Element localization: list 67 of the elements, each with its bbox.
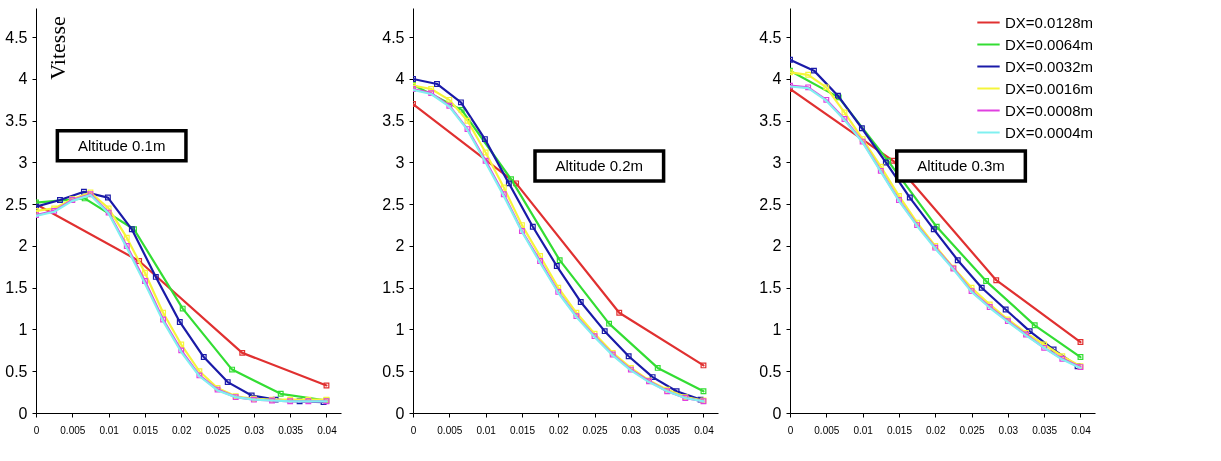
y-tick-label: 2 — [395, 237, 405, 255]
x-tick-label: 0.005 — [60, 424, 86, 436]
x-tick-label: 0.02 — [549, 424, 569, 436]
x-tick-label: 0.03 — [244, 424, 265, 436]
y-tick-label: 3 — [395, 153, 405, 171]
annotation: Altitude 0.2m — [555, 156, 644, 174]
legend-label: DX=0.0032m — [1005, 57, 1093, 75]
x-tick-label: 0.03 — [998, 424, 1019, 436]
x-tick-label: 0.025 — [205, 424, 231, 436]
x-tick-label: 0.01 — [99, 424, 120, 436]
y-tick-label: 4 — [18, 70, 28, 88]
y-tick-label: 1 — [18, 320, 28, 338]
legend-label: DX=0.0128m — [1005, 13, 1093, 31]
x-tick-label: 0.005 — [814, 424, 840, 436]
x-tick-label: 0.01 — [853, 424, 874, 436]
y-tick-label: 0.5 — [759, 362, 782, 380]
y-tick-label: 0.5 — [5, 362, 28, 380]
y-tick-label: 2 — [18, 237, 28, 255]
x-tick-label: 0.03 — [621, 424, 642, 436]
y-tick-label: 2.5 — [5, 195, 28, 213]
y-tick-label: 0 — [772, 404, 782, 422]
x-tick-label: 0 — [33, 424, 40, 436]
x-tick-label: 0.02 — [172, 424, 192, 436]
x-tick-label: 0.035 — [1032, 424, 1058, 436]
y-axis-title: Vitesse — [45, 16, 70, 80]
y-tick-label: 0 — [18, 404, 28, 422]
y-tick-label: 1.5 — [5, 279, 28, 297]
x-tick-label: 0.01 — [476, 424, 497, 436]
y-tick-label: 2 — [772, 237, 782, 255]
annotation: Altitude 0.3m — [917, 156, 1005, 174]
y-tick-label: 2.5 — [759, 195, 782, 213]
y-tick-label: 3 — [772, 153, 782, 171]
y-tick-label: 0.5 — [382, 362, 405, 380]
x-tick-label: 0.04 — [1071, 424, 1092, 436]
x-tick-label: 0.015 — [886, 424, 913, 436]
x-tick-label: 0.005 — [437, 424, 463, 436]
x-tick-label: 0.025 — [582, 424, 608, 436]
y-tick-label: 0 — [395, 404, 405, 422]
x-tick-label: 0.015 — [132, 424, 159, 436]
x-tick-label: 0.04 — [694, 424, 715, 436]
y-tick-label: 1 — [395, 320, 405, 338]
x-tick-label: 0.035 — [278, 424, 304, 436]
y-tick-label: 1 — [772, 320, 782, 338]
y-tick-label: 3.5 — [382, 112, 405, 130]
y-tick-label: 1.5 — [382, 279, 405, 297]
legend-label: DX=0.0064m — [1005, 35, 1093, 53]
y-tick-label: 2.5 — [382, 195, 405, 213]
legend-label: DX=0.0016m — [1005, 79, 1093, 97]
x-tick-label: 0.02 — [926, 424, 946, 436]
annotation: Altitude 0.1m — [77, 136, 166, 154]
y-tick-label: 3 — [18, 153, 28, 171]
y-tick-label: 3.5 — [759, 112, 782, 130]
y-tick-label: 4.5 — [382, 28, 405, 46]
y-tick-label: 1.5 — [759, 279, 782, 297]
x-tick-label: 0 — [787, 424, 794, 436]
x-tick-label: 0.015 — [509, 424, 536, 436]
x-tick-label: 0 — [410, 424, 417, 436]
y-tick-label: 4 — [395, 70, 405, 88]
y-tick-label: 4.5 — [759, 28, 782, 46]
y-tick-label: 4 — [772, 70, 782, 88]
x-tick-label: 0.035 — [655, 424, 681, 436]
legend-label: DX=0.0004m — [1005, 123, 1093, 141]
x-tick-label: 0.025 — [959, 424, 985, 436]
y-tick-label: 3.5 — [5, 112, 28, 130]
x-tick-label: 0.04 — [317, 424, 338, 436]
y-tick-label: 4.5 — [5, 28, 28, 46]
legend-label: DX=0.0008m — [1005, 101, 1093, 119]
